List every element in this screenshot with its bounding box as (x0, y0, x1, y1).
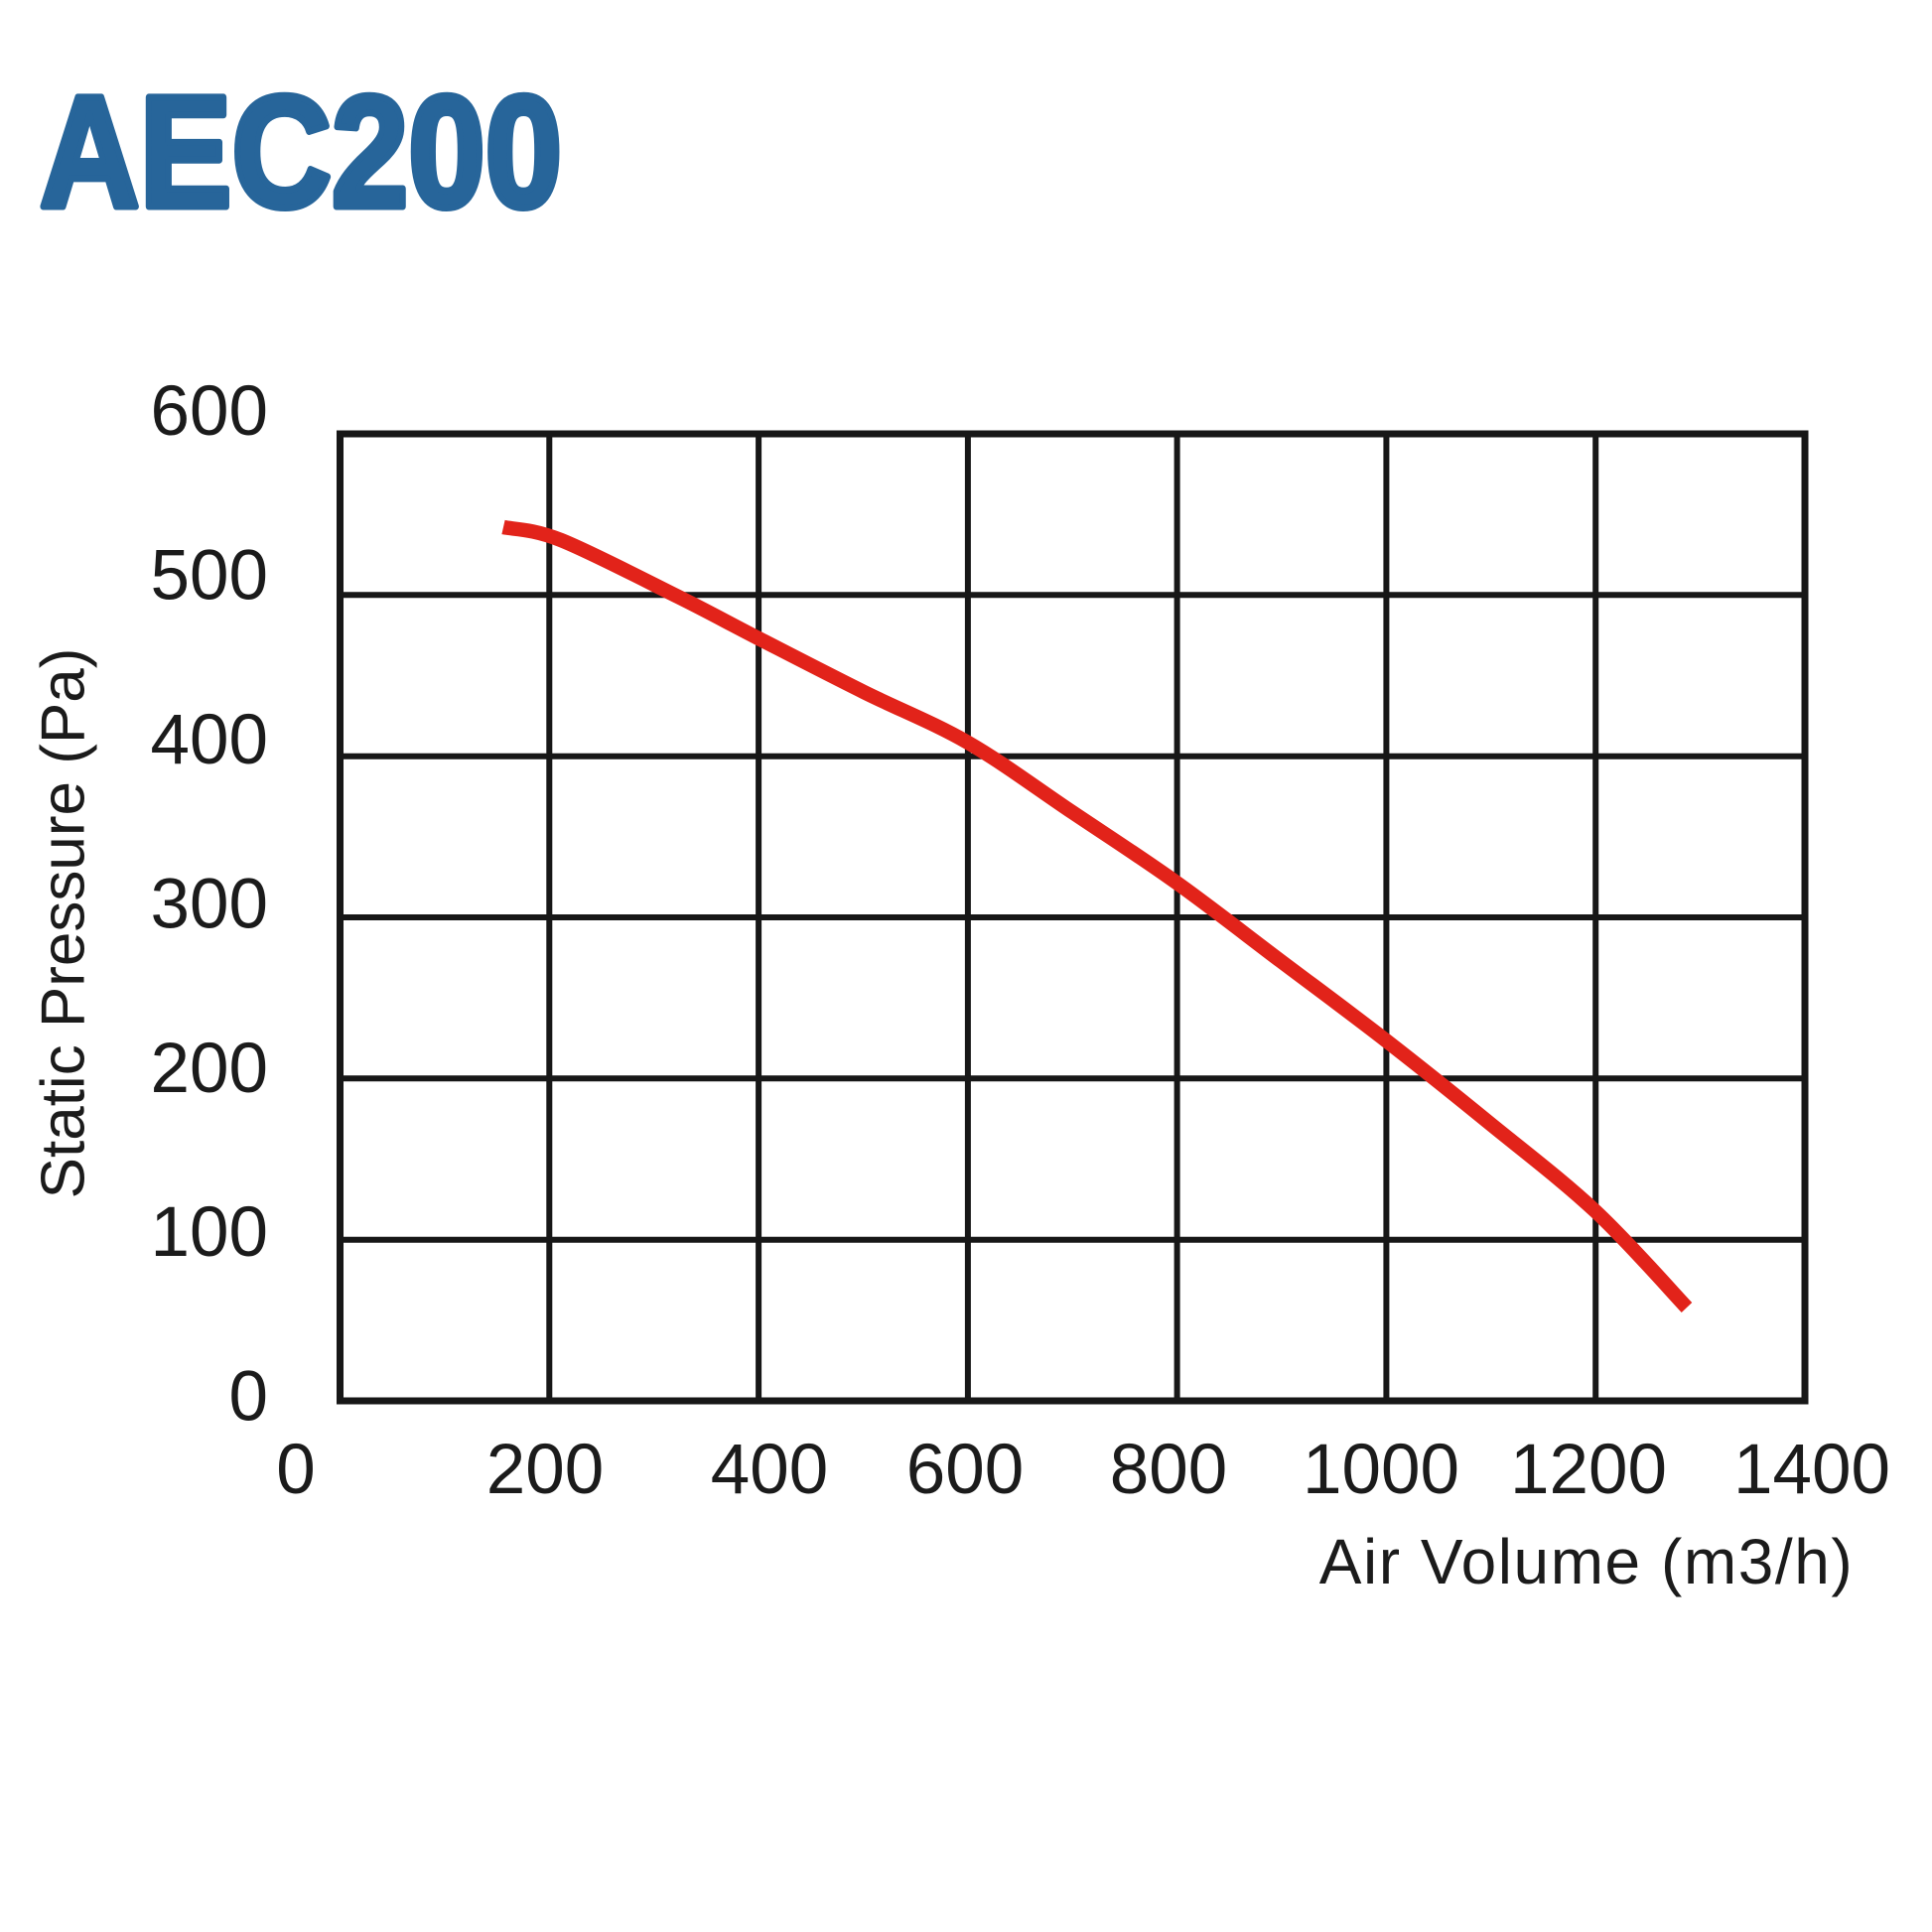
svg-text:Air Volume (m3/h): Air Volume (m3/h) (1319, 1526, 1855, 1597)
svg-text:400: 400 (711, 1431, 828, 1509)
svg-text:400: 400 (151, 701, 268, 779)
svg-text:AEC200: AEC200 (40, 63, 562, 240)
svg-text:100: 100 (151, 1193, 268, 1272)
svg-text:1200: 1200 (1510, 1431, 1667, 1509)
svg-text:600: 600 (906, 1431, 1024, 1509)
svg-text:300: 300 (151, 865, 268, 943)
svg-text:200: 200 (151, 1030, 268, 1108)
svg-text:200: 200 (486, 1431, 604, 1509)
svg-text:0: 0 (229, 1358, 269, 1437)
svg-text:600: 600 (151, 372, 268, 451)
svg-text:1000: 1000 (1303, 1431, 1459, 1509)
svg-text:Static Pressure (Pa): Static Pressure (Pa) (30, 648, 98, 1199)
svg-text:500: 500 (151, 537, 268, 616)
svg-text:1400: 1400 (1733, 1431, 1890, 1509)
svg-text:0: 0 (276, 1431, 316, 1509)
svg-text:800: 800 (1110, 1431, 1227, 1509)
